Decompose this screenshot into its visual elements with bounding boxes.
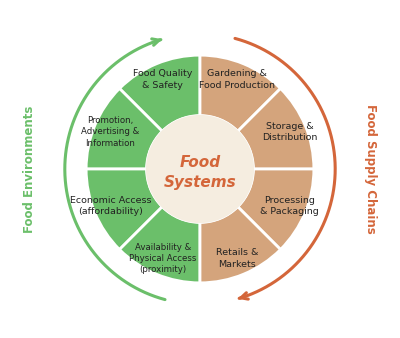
Text: Retails &
Markets: Retails & Markets	[216, 248, 258, 269]
Wedge shape	[86, 169, 162, 249]
Text: Food: Food	[180, 155, 220, 170]
Wedge shape	[120, 55, 200, 131]
Text: Processing
& Packaging: Processing & Packaging	[260, 196, 319, 216]
Circle shape	[147, 116, 253, 222]
Text: Systems: Systems	[164, 175, 236, 190]
Text: Gardening &
Food Production: Gardening & Food Production	[199, 69, 275, 90]
Wedge shape	[238, 169, 314, 249]
Text: Food Environments: Food Environments	[23, 105, 36, 233]
Text: Food Quality
& Safety: Food Quality & Safety	[133, 69, 192, 90]
Text: Storage &
Distribution: Storage & Distribution	[262, 122, 317, 142]
Wedge shape	[120, 207, 200, 283]
Text: Availability &
Physical Access
(proximity): Availability & Physical Access (proximit…	[129, 243, 196, 274]
Wedge shape	[200, 55, 280, 131]
Text: Promotion,
Advertising &
Information: Promotion, Advertising & Information	[81, 116, 140, 147]
Wedge shape	[238, 89, 314, 169]
Wedge shape	[200, 207, 280, 283]
Circle shape	[146, 115, 254, 223]
Text: Food Supply Chains: Food Supply Chains	[364, 104, 377, 234]
Wedge shape	[86, 89, 162, 169]
Text: Economic Access
(affordability): Economic Access (affordability)	[70, 196, 151, 216]
